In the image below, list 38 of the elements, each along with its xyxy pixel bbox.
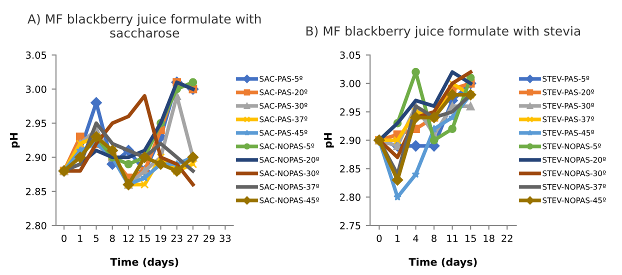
x-tick-label: 33: [220, 234, 231, 242]
x-tick-label: 15: [139, 234, 150, 242]
x-axis-title: Time (days): [408, 258, 477, 268]
y-axis-title: pH: [324, 133, 334, 148]
x-tick-label: 23: [171, 234, 182, 242]
y-tick-label: 2.80: [340, 194, 360, 201]
y-tick-label: 3.05: [340, 51, 360, 59]
y-tick-label: 3.00: [26, 86, 46, 93]
x-tick-label: 8: [110, 234, 115, 242]
y-tick-label: 2.90: [26, 154, 46, 162]
x-tick-label: 1: [395, 234, 400, 242]
x-tick-label: 22: [502, 234, 512, 242]
x-tick-label: 5: [94, 234, 99, 242]
x-tick-label: 19: [156, 234, 166, 242]
y-tick-label: 2.80: [26, 222, 46, 230]
y-tick-label: 2.95: [340, 108, 360, 116]
x-tick-label: 0: [62, 234, 66, 242]
x-tick-label: 1: [78, 234, 82, 242]
y-tick-label: 2.85: [340, 165, 360, 172]
x-tick-label: 8: [432, 234, 436, 242]
x-tick-label: 29: [204, 234, 215, 242]
y-tick-label: 3.00: [340, 80, 360, 88]
x-tick-label: 27: [187, 234, 198, 242]
chart-title: A) MF blackberry juice formulate with saccharose: [28, 14, 261, 38]
x-tick-label: 0: [376, 234, 382, 242]
y-tick-label: 2.75: [340, 222, 360, 230]
y-tick-label: 2.95: [26, 120, 46, 128]
y-axis-title: pH: [10, 133, 20, 148]
y-tick-label: 3.05: [26, 51, 46, 59]
chart-title: B) MF blackberry juice formulate with stevia: [306, 26, 580, 38]
x-axis-title: Time (days): [110, 258, 178, 268]
x-tick-label: 11: [447, 234, 458, 242]
x-tick-label: 15: [465, 234, 476, 242]
x-tick-label: 12: [123, 234, 134, 242]
x-tick-label: 4: [413, 234, 418, 242]
y-tick-label: 2.90: [340, 136, 360, 144]
x-tick-label: 18: [484, 234, 494, 242]
y-tick-label: 2.85: [26, 188, 46, 196]
